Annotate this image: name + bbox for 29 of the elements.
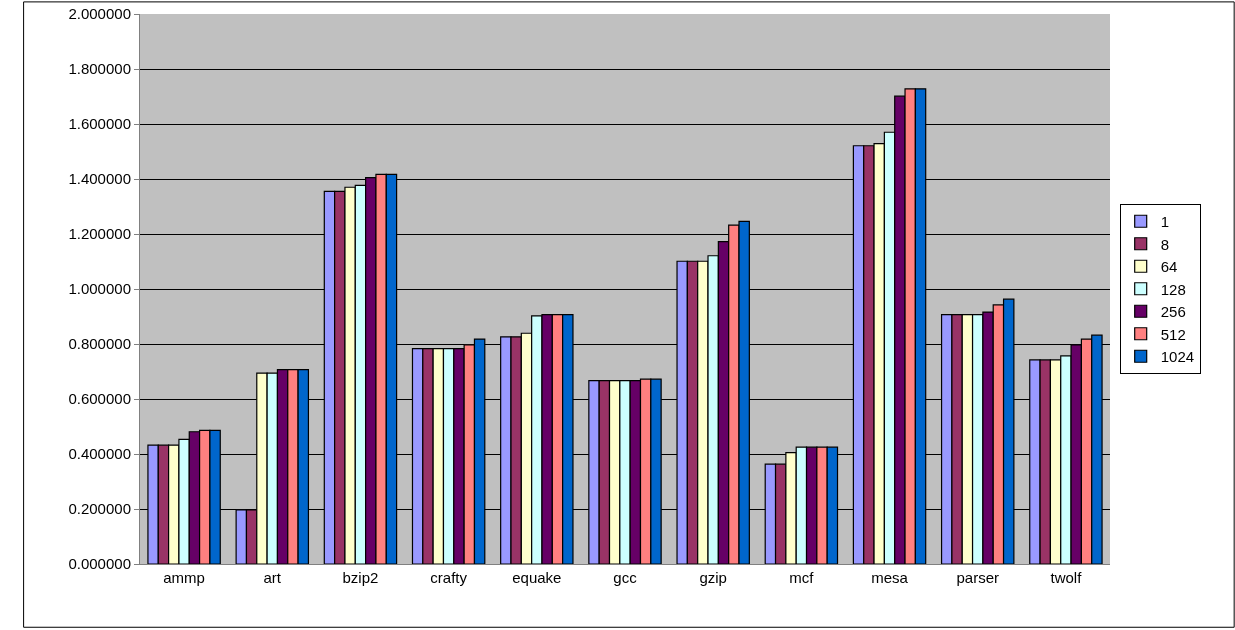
y-tick-label: 1.000000 xyxy=(68,280,131,298)
legend-label: 1 xyxy=(1160,213,1170,231)
x-tick-label: ammp xyxy=(163,569,205,586)
y-tick-label: 1.400000 xyxy=(68,170,131,188)
y-tick-label: 0.400000 xyxy=(68,445,131,463)
x-tick-label: parser xyxy=(956,569,999,586)
x-tick-label: gzip xyxy=(699,569,727,586)
legend-label: 512 xyxy=(1160,325,1186,343)
x-tick-label: art xyxy=(263,569,282,586)
y-tick-label: 0.800000 xyxy=(68,335,131,353)
y-tick-label: 0.000000 xyxy=(68,555,131,573)
x-tick-label: bzip2 xyxy=(342,569,379,586)
x-tick-label: equake xyxy=(512,569,562,586)
y-tick-label: 1.800000 xyxy=(68,60,131,78)
x-tick-label: crafty xyxy=(430,569,468,586)
y-tick-label: 1.200000 xyxy=(68,225,131,243)
y-tick-label: 0.200000 xyxy=(68,500,131,518)
legend-label: 128 xyxy=(1160,280,1186,298)
x-tick-label: gcc xyxy=(613,569,638,586)
x-tick-label: twolf xyxy=(1050,569,1083,586)
x-tick-label: mcf xyxy=(789,569,815,586)
y-tick-label: 0.600000 xyxy=(68,390,131,408)
legend-label: 256 xyxy=(1160,303,1186,321)
legend-label: 1024 xyxy=(1160,348,1195,366)
y-tick-label: 2.000000 xyxy=(68,5,131,23)
legend-label: 8 xyxy=(1160,235,1170,253)
x-tick-label: mesa xyxy=(871,569,909,586)
y-tick-label: 1.600000 xyxy=(68,115,131,133)
legend-label: 64 xyxy=(1160,258,1178,276)
